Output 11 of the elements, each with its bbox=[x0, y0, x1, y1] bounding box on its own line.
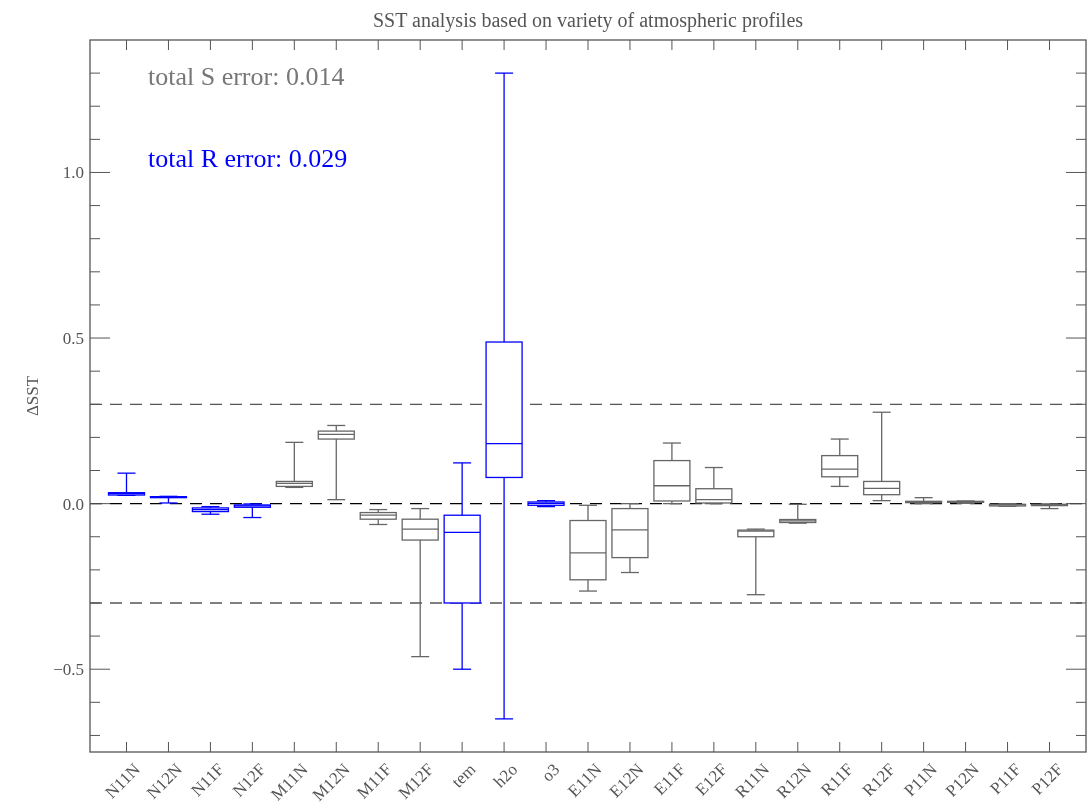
x-tick-label: tem bbox=[447, 759, 480, 792]
chart-title: SST analysis based on variety of atmospheric profiles bbox=[372, 9, 804, 32]
annotation: total R error: 0.029 bbox=[148, 144, 348, 173]
y-tick-label: −0.5 bbox=[53, 660, 84, 680]
y-tick-label: 0.5 bbox=[62, 329, 84, 348]
annotation: total S error: 0.014 bbox=[148, 62, 345, 91]
x-tick-label: h2o bbox=[489, 759, 522, 792]
y-axis-title: ΔSST bbox=[23, 375, 42, 417]
y-tick-label: 1.0 bbox=[62, 163, 84, 183]
x-tick-label: o3 bbox=[537, 759, 564, 786]
y-tick-label: 0.0 bbox=[62, 494, 84, 514]
